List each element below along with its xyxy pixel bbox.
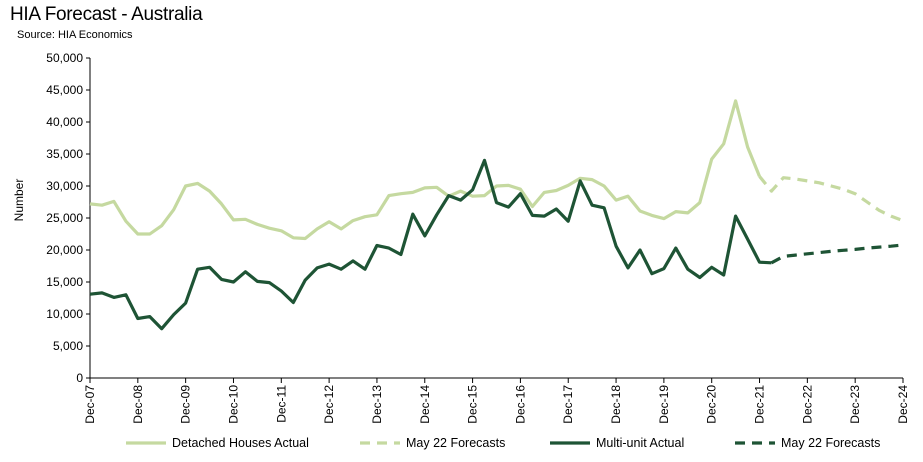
x-tick-label: Dec-21: [753, 385, 767, 424]
y-tick-label: 20,000: [46, 243, 83, 257]
series-line-3: [89, 158, 772, 331]
chart-subtitle: Source: HIA Economics: [17, 29, 133, 41]
legend-label-2: May 22 Forecasts: [406, 436, 505, 450]
x-tick-label: Dec-11: [274, 385, 288, 423]
x-tick-label: Dec-19: [657, 385, 671, 424]
legend: Detached Houses Actual May 22 Forecasts Mu…: [126, 436, 880, 450]
y-tick-label: 0: [76, 371, 83, 385]
x-tick-label: Dec-08: [131, 385, 145, 424]
x-axis-ticks: Dec-07 Dec-08 Dec-09 Dec-10 Dec-11 Dec-12 Dec-…: [83, 378, 910, 424]
y-tick-label: 25,000: [46, 211, 83, 225]
x-tick-label: Dec-18: [609, 385, 623, 424]
x-tick-label: Dec-23: [848, 385, 862, 424]
legend-label-4: May 22 Forecasts: [781, 436, 880, 450]
y-tick-label: 5,000: [53, 339, 83, 353]
y-tick-label: 30,000: [46, 179, 83, 193]
x-tick-label: Dec-13: [370, 385, 384, 424]
x-tick-label: Dec-10: [226, 385, 240, 424]
y-tick-label: 45,000: [46, 83, 83, 97]
chart-title: HIA Forecast - Australia: [10, 4, 203, 25]
axes: [89, 58, 903, 379]
series-lines: [89, 99, 904, 331]
x-tick-label: Dec-12: [322, 385, 336, 424]
y-tick-label: 35,000: [46, 147, 83, 161]
legend-label-3: Multi-unit Actual: [596, 436, 684, 450]
y-tick-label: 40,000: [46, 115, 83, 129]
y-axis-ticks: 0 5,000 10,000 15,000 20,000 25,000 30,000 35,0…: [46, 51, 90, 385]
y-tick-label: 10,000: [46, 307, 83, 321]
y-tick-label: 50,000: [46, 51, 83, 65]
series-line-4: [770, 243, 904, 265]
x-tick-label: Dec-07: [83, 385, 97, 424]
y-axis-label: Number: [12, 179, 26, 222]
x-tick-label: Dec-16: [513, 385, 527, 424]
x-tick-label: Dec-15: [466, 385, 480, 424]
x-tick-label: Dec-17: [561, 385, 575, 424]
x-tick-label: Dec-24: [896, 385, 910, 424]
legend-label-1: Detached Houses Actual: [172, 436, 309, 450]
x-tick-label: Dec-20: [705, 385, 719, 424]
x-tick-label: Dec-09: [179, 385, 193, 424]
series-line-2: [758, 175, 904, 223]
series-line-1: [89, 99, 761, 241]
y-tick-label: 15,000: [46, 275, 83, 289]
x-tick-label: Dec-22: [800, 385, 814, 424]
x-tick-label: Dec-14: [418, 385, 432, 424]
